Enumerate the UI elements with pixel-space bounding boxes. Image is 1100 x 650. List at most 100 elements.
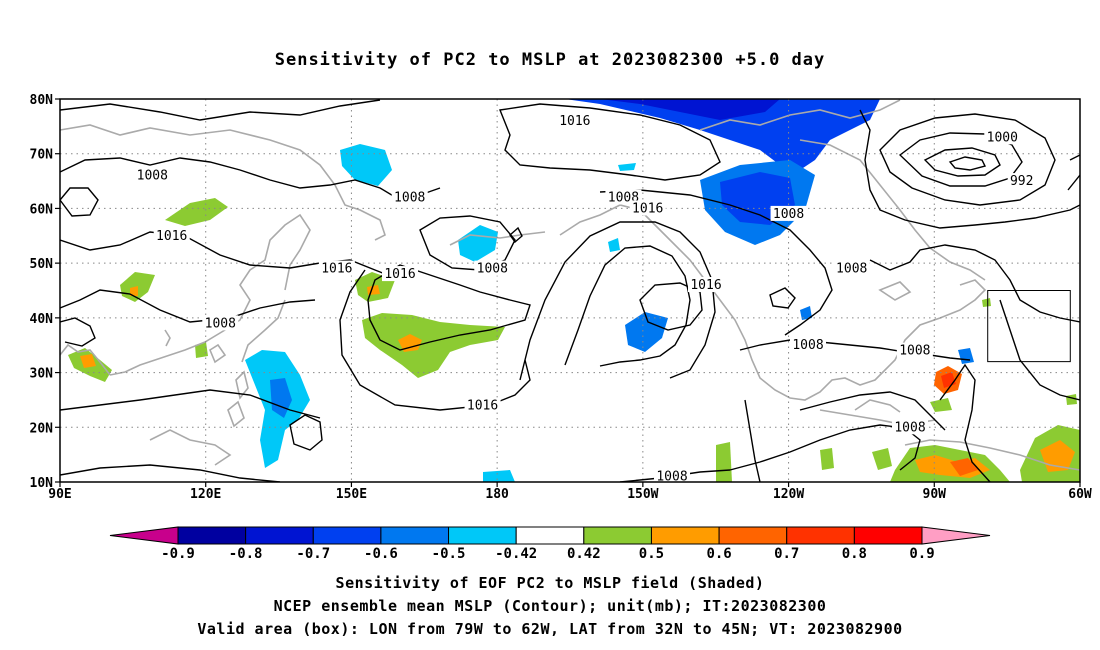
coastline — [235, 370, 249, 400]
lon-tick-label: 90W — [923, 487, 947, 502]
colorbar-level-label: 0.6 — [706, 546, 731, 562]
contour-line — [898, 132, 1023, 187]
lon-tick-label: 150E — [336, 487, 367, 502]
colorbar-box — [718, 526, 788, 545]
contour-line — [869, 244, 1080, 323]
lat-tick-label: 50N — [30, 257, 54, 272]
valid-area-box — [987, 290, 1071, 363]
positive-shade — [872, 448, 892, 470]
contour-line — [509, 226, 523, 244]
coastline — [904, 439, 1080, 471]
negative-shade — [340, 144, 392, 186]
negative-shade — [483, 470, 515, 482]
contour-label-bg — [896, 342, 933, 358]
colorbar-box — [515, 526, 585, 545]
colorbar-box — [312, 526, 382, 545]
contour-label-bg — [556, 112, 593, 128]
contour-label-bg — [1076, 211, 1080, 227]
coastline — [149, 429, 232, 466]
contour-line — [879, 113, 1056, 206]
coastline — [241, 299, 286, 363]
lon-tick-label: 180 — [485, 487, 509, 502]
contour-label: 1016 — [467, 398, 498, 413]
lat-tick-label: 80N — [30, 93, 54, 108]
colorbar-level-label: 0.5 — [639, 546, 664, 562]
positive-shade — [362, 313, 505, 378]
contour-line — [639, 282, 703, 331]
colorbar: -0.9 -0.8 -0.7 -0.6 -0.5 -0.42 0.42 0.5 0.6 0.7 0.… — [109, 526, 991, 562]
contour-line — [564, 245, 691, 367]
positive-shade — [950, 458, 978, 476]
contour-line — [923, 147, 1001, 177]
contour-line — [799, 391, 946, 431]
positive-shade — [398, 334, 422, 352]
coastline — [449, 231, 546, 246]
coastline — [878, 281, 912, 301]
contour-line — [1067, 174, 1080, 191]
contour-line — [744, 399, 761, 482]
contour-label-bg — [629, 200, 666, 216]
contour-line — [367, 264, 531, 351]
contour-label-bg — [770, 205, 807, 221]
contour-line — [1069, 154, 1080, 161]
caption-line-2: NCEP ensemble mean MSLP (Contour); unit(… — [273, 597, 827, 615]
lon-tick-label: 60W — [1068, 487, 1092, 502]
coastlines — [60, 99, 1080, 471]
contour-line — [599, 189, 833, 336]
contour-label-bg — [153, 227, 190, 243]
lon-tick-label: 90E — [48, 487, 71, 502]
contour-label-bg — [382, 266, 418, 282]
contour-line — [60, 187, 99, 217]
caption-line-3: Valid area (box): LON from 79W to 62W, L… — [197, 620, 903, 638]
contour-line — [60, 99, 381, 121]
colorbar-box — [650, 526, 720, 545]
colorbar-level-label: -0.9 — [161, 546, 195, 562]
contour-label-bg — [134, 167, 171, 183]
contour-line — [999, 299, 1080, 401]
contour-label: 1008 — [656, 470, 687, 485]
contour-label: 1016 — [156, 229, 187, 244]
contour-label: 1016 — [1079, 212, 1100, 227]
contour-label-bg — [318, 260, 355, 276]
negative-shade — [625, 312, 668, 352]
contour-line — [499, 103, 721, 181]
contour-label: 1008 — [792, 338, 823, 353]
lon-tick-label: 150W — [627, 487, 658, 502]
contour-label: 1008 — [836, 262, 867, 277]
contour-line — [60, 464, 281, 482]
negative-shade — [600, 99, 780, 120]
positive-shade — [130, 286, 138, 296]
contour-label: 1008 — [899, 344, 930, 359]
lat-tick-label: 10N — [30, 476, 54, 491]
lat-tick-label: 70N — [30, 148, 54, 163]
colorbar-level-label: -0.6 — [364, 546, 398, 562]
lon-tick-label: 120E — [190, 487, 221, 502]
colorbar-level-label: -0.8 — [229, 546, 263, 562]
coastline — [227, 400, 245, 428]
negative-shade — [458, 225, 498, 262]
coastline — [109, 213, 311, 376]
contour-label: 1000 — [987, 130, 1018, 145]
contour-label-bg — [474, 260, 511, 276]
contour-label-bg — [984, 129, 1021, 145]
contour-labels: 1016 1000 1008 992 1008 1008 1016 1008 1016 1016 1… — [134, 112, 1100, 485]
colorbar-box — [177, 526, 247, 545]
contour-line — [289, 414, 323, 451]
coastline — [60, 124, 386, 241]
negative-shade — [618, 163, 636, 171]
colorbar-level-label: 0.9 — [909, 546, 934, 562]
contour-label: 1016 — [690, 278, 721, 293]
contour-label: 1008 — [394, 190, 425, 205]
contour-label-bg — [202, 315, 239, 331]
contour-label-bg — [1007, 173, 1036, 189]
contour-label-bg — [790, 337, 826, 353]
coastline — [209, 343, 227, 364]
positive-shade — [80, 354, 96, 368]
positive-shade — [820, 448, 834, 470]
figure-title: Sensitivity of PC2 to MSLP at 2023082300… — [274, 50, 826, 70]
coastline — [60, 343, 111, 376]
lat-tick-label: 60N — [30, 202, 54, 217]
coastline — [854, 399, 901, 413]
coastline — [699, 99, 901, 131]
coastline — [559, 204, 987, 401]
